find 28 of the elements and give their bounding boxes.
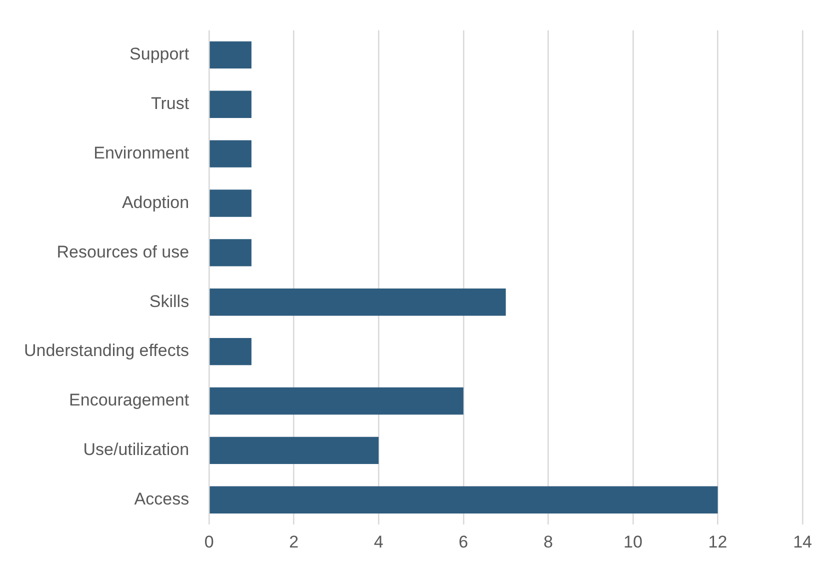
- y-tick-label: Encouragement: [69, 390, 190, 410]
- y-tick-label: Access: [134, 490, 190, 509]
- y-tick-label: Environment: [94, 143, 190, 162]
- bar: [210, 140, 252, 168]
- y-tick-label: Understanding effects: [24, 341, 190, 360]
- x-tick-label: 2: [289, 532, 299, 552]
- y-tick-label: Skills: [149, 292, 190, 311]
- y-tick-label: Trust: [150, 94, 190, 114]
- bar: [210, 486, 718, 514]
- x-tick-label: 14: [793, 532, 812, 552]
- y-tick-label: Use/utilization: [83, 440, 190, 460]
- x-tick-label: 4: [374, 532, 384, 552]
- x-tick-label: 0: [204, 532, 214, 552]
- bar: [210, 239, 252, 266]
- bar: [210, 436, 379, 464]
- y-tick-label: Support: [130, 44, 190, 64]
- bar: [210, 288, 506, 316]
- bar: [210, 387, 464, 415]
- bar: [210, 41, 252, 69]
- x-tick-label: 6: [458, 532, 468, 552]
- x-tick-label: 8: [543, 532, 553, 552]
- y-tick-label: Adoption: [122, 192, 190, 212]
- x-tick-label: 12: [708, 532, 728, 552]
- y-tick-label: Resources of use: [56, 242, 190, 262]
- bar: [210, 190, 252, 217]
- bar: [210, 90, 252, 118]
- x-tick-label: 10: [624, 532, 642, 552]
- bar: [210, 338, 252, 366]
